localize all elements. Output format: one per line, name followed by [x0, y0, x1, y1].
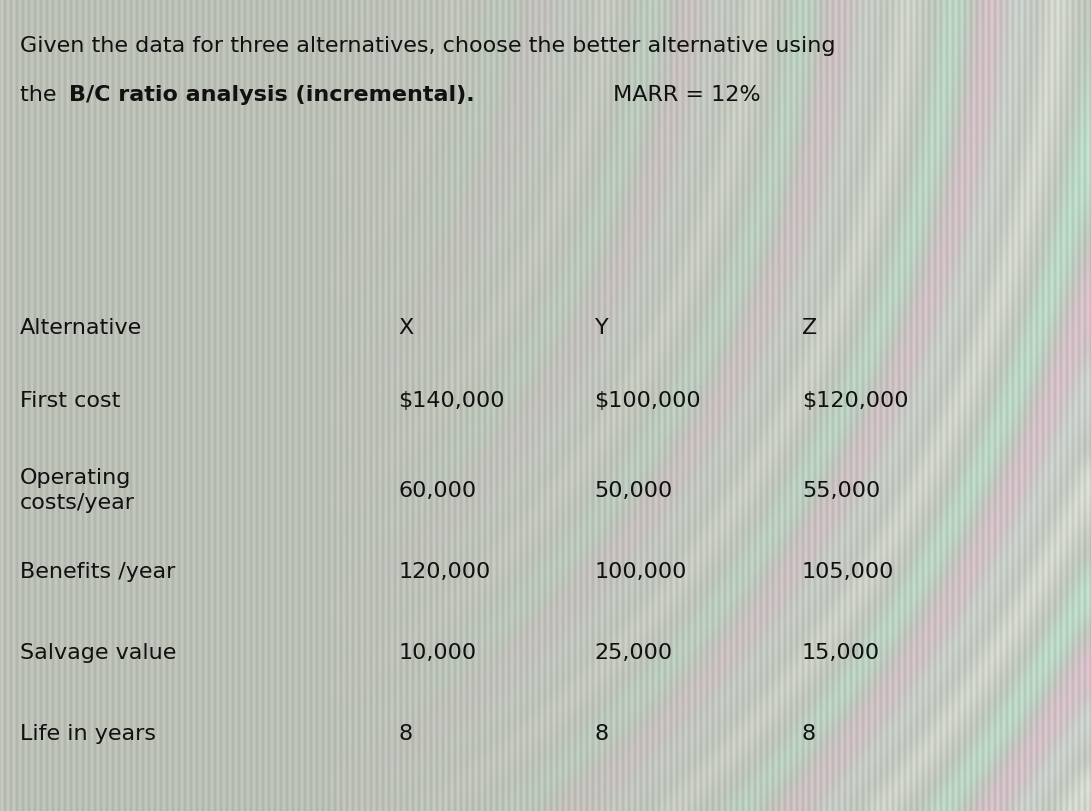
Text: Life in years: Life in years — [20, 724, 156, 744]
Text: MARR = 12%: MARR = 12% — [606, 85, 760, 105]
Text: $140,000: $140,000 — [398, 392, 505, 411]
Text: 55,000: 55,000 — [802, 481, 880, 500]
Text: First cost: First cost — [20, 392, 120, 411]
Text: 105,000: 105,000 — [802, 562, 895, 581]
Text: the: the — [20, 85, 63, 105]
Text: 15,000: 15,000 — [802, 643, 880, 663]
Text: 100,000: 100,000 — [595, 562, 687, 581]
Text: 8: 8 — [802, 724, 816, 744]
Text: Y: Y — [595, 319, 609, 338]
Text: X: X — [398, 319, 413, 338]
Text: $100,000: $100,000 — [595, 392, 702, 411]
Text: 120,000: 120,000 — [398, 562, 491, 581]
Text: Given the data for three alternatives, choose the better alternative using: Given the data for three alternatives, c… — [20, 36, 835, 57]
Text: 8: 8 — [595, 724, 609, 744]
Text: 60,000: 60,000 — [398, 481, 477, 500]
Text: Alternative: Alternative — [20, 319, 142, 338]
Text: Operating
costs/year: Operating costs/year — [20, 468, 134, 513]
Text: 10,000: 10,000 — [398, 643, 477, 663]
Text: 8: 8 — [398, 724, 412, 744]
Text: B/C ratio analysis (incremental).: B/C ratio analysis (incremental). — [69, 85, 475, 105]
Text: Z: Z — [802, 319, 817, 338]
Text: Benefits /year: Benefits /year — [20, 562, 175, 581]
Text: 50,000: 50,000 — [595, 481, 673, 500]
Text: 25,000: 25,000 — [595, 643, 673, 663]
Text: $120,000: $120,000 — [802, 392, 909, 411]
Text: Salvage value: Salvage value — [20, 643, 176, 663]
